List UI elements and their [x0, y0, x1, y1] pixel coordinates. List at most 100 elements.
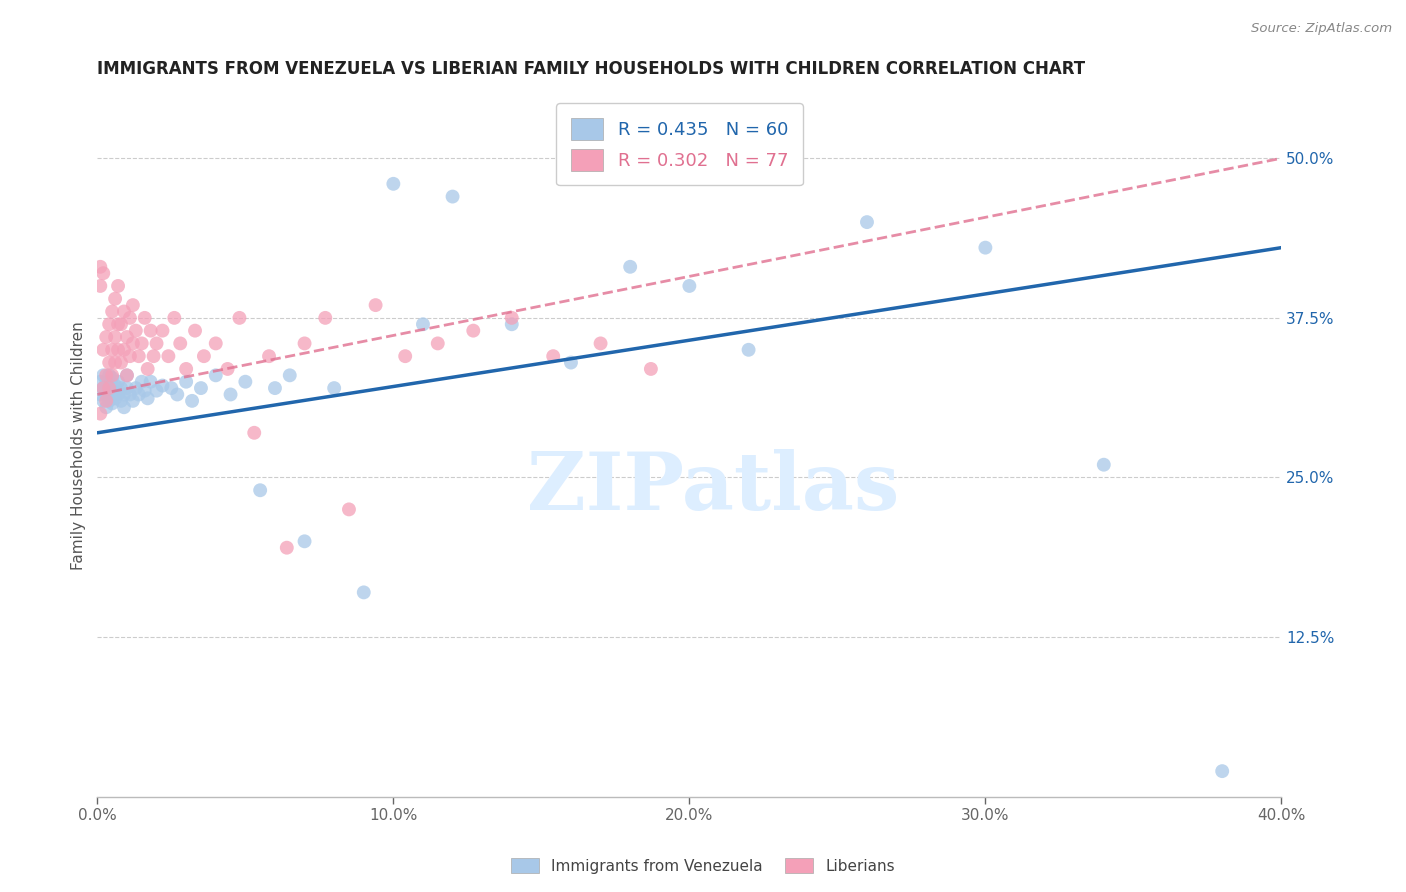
Point: [107, 387, 129, 401]
Point: [122, 393, 145, 408]
Point: [118, 310, 141, 325]
Y-axis label: Family Households with Children: Family Households with Children: [72, 321, 86, 570]
Point: [115, 381, 138, 395]
Point: [91, 266, 114, 280]
Point: [115, 330, 138, 344]
Point: [589, 336, 612, 351]
Point: [856, 215, 879, 229]
Point: [204, 336, 226, 351]
Point: [125, 381, 148, 395]
Text: Source: ZipAtlas.com: Source: ZipAtlas.com: [1251, 22, 1392, 36]
Point: [107, 279, 129, 293]
Point: [98, 393, 121, 408]
Point: [217, 362, 239, 376]
Point: [115, 368, 138, 383]
Point: [131, 336, 153, 351]
Point: [619, 260, 641, 274]
Point: [314, 310, 336, 325]
Point: [134, 310, 156, 325]
Point: [276, 541, 298, 555]
Point: [101, 396, 124, 410]
Point: [131, 375, 153, 389]
Point: [163, 310, 186, 325]
Point: [96, 401, 118, 415]
Point: [112, 304, 135, 318]
Point: [412, 318, 434, 332]
Point: [101, 368, 124, 383]
Text: ZIPatlas: ZIPatlas: [527, 449, 900, 526]
Point: [441, 189, 464, 203]
Point: [98, 381, 121, 395]
Point: [463, 324, 485, 338]
Point: [112, 401, 135, 415]
Point: [98, 318, 121, 332]
Point: [1092, 458, 1115, 472]
Point: [640, 362, 662, 376]
Point: [101, 304, 124, 318]
Point: [278, 368, 301, 383]
Point: [89, 387, 111, 401]
Point: [323, 381, 346, 395]
Point: [104, 392, 127, 406]
Point: [169, 336, 191, 351]
Point: [394, 349, 416, 363]
Point: [89, 375, 111, 389]
Point: [107, 375, 129, 389]
Point: [98, 355, 121, 369]
Point: [174, 362, 197, 376]
Point: [112, 343, 135, 357]
Point: [110, 355, 132, 369]
Point: [91, 381, 114, 395]
Point: [152, 378, 174, 392]
Point: [98, 381, 121, 395]
Point: [249, 483, 271, 498]
Point: [89, 407, 111, 421]
Point: [364, 298, 387, 312]
Point: [96, 375, 118, 389]
Point: [134, 384, 156, 398]
Text: IMMIGRANTS FROM VENEZUELA VS LIBERIAN FAMILY HOUSEHOLDS WITH CHILDREN CORRELATIO: IMMIGRANTS FROM VENEZUELA VS LIBERIAN FA…: [97, 60, 1085, 78]
Point: [91, 381, 114, 395]
Point: [157, 349, 180, 363]
Point: [501, 318, 523, 332]
Point: [560, 355, 582, 369]
Point: [166, 387, 188, 401]
Point: [228, 310, 250, 325]
Point: [118, 349, 141, 363]
Point: [184, 324, 207, 338]
Point: [145, 336, 167, 351]
Point: [101, 371, 124, 385]
Point: [96, 330, 118, 344]
Point: [235, 375, 257, 389]
Point: [89, 279, 111, 293]
Point: [104, 355, 127, 369]
Point: [110, 318, 132, 332]
Point: [110, 381, 132, 395]
Point: [139, 375, 162, 389]
Point: [193, 349, 215, 363]
Point: [136, 362, 159, 376]
Point: [96, 387, 118, 401]
Point: [104, 330, 127, 344]
Point: [678, 279, 700, 293]
Point: [160, 381, 183, 395]
Point: [89, 260, 111, 274]
Point: [382, 177, 405, 191]
Point: [142, 349, 165, 363]
Point: [128, 349, 150, 363]
Point: [541, 349, 564, 363]
Point: [294, 534, 316, 549]
Point: [174, 375, 197, 389]
Point: [501, 310, 523, 325]
Point: [115, 368, 138, 383]
Point: [426, 336, 449, 351]
Point: [91, 393, 114, 408]
Point: [128, 387, 150, 401]
Point: [101, 343, 124, 357]
Point: [91, 343, 114, 357]
Point: [136, 392, 159, 406]
Point: [243, 425, 266, 440]
Point: [257, 349, 280, 363]
Point: [974, 241, 997, 255]
Point: [139, 324, 162, 338]
